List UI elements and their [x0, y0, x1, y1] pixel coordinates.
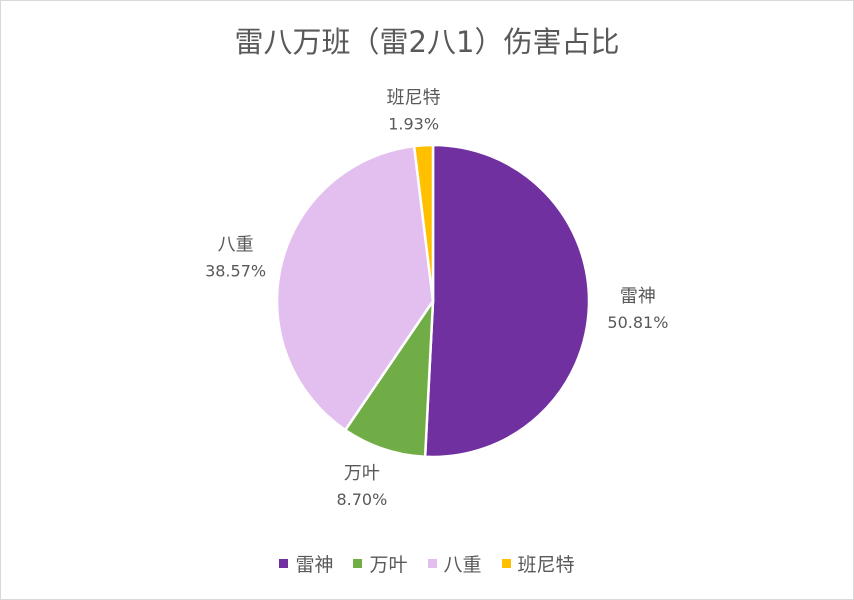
data-label-value-bachong: 38.57% [205, 261, 266, 280]
legend: 雷神 万叶 八重 班尼特 [1, 550, 853, 577]
legend-item-bachong: 八重 [427, 550, 482, 577]
legend-item-leishen: 雷神 [279, 550, 333, 577]
legend-swatch-bannite [501, 559, 511, 568]
legend-label-bannite: 班尼特 [517, 554, 575, 576]
legend-label-bachong: 八重 [443, 554, 482, 576]
data-label-name-bachong: 八重 [218, 234, 254, 255]
data-label-name-bannite: 班尼特 [387, 87, 441, 108]
pie-labels: 雷神 50.81% 万叶 8.70% 八重 38.57% 班尼特 1.93% [205, 87, 668, 509]
data-label-value-wanye: 8.70% [336, 490, 387, 509]
pie-slice-bannite [412, 143, 435, 303]
pie-slices [275, 143, 591, 459]
legend-item-bannite: 班尼特 [501, 550, 575, 577]
data-label-value-bannite: 1.93% [388, 114, 439, 133]
legend-label-leishen: 雷神 [295, 554, 334, 576]
data-label-name-wanye: 万叶 [344, 463, 380, 484]
legend-item-wanye: 万叶 [353, 550, 408, 577]
chart-title: 雷八万班（雷2八1）伤害占比 [234, 25, 620, 59]
legend-swatch-leishen [279, 559, 289, 568]
pie-slice-bachong [275, 144, 435, 432]
data-label-value-leishen: 50.81% [607, 313, 668, 332]
data-label-name-leishen: 雷神 [620, 286, 656, 307]
pie-slice-wanye [344, 299, 435, 459]
legend-swatch-bachong [427, 559, 437, 568]
pie-slice-leishen [423, 143, 591, 459]
legend-label-wanye: 万叶 [369, 554, 408, 576]
legend-swatch-wanye [353, 559, 363, 568]
